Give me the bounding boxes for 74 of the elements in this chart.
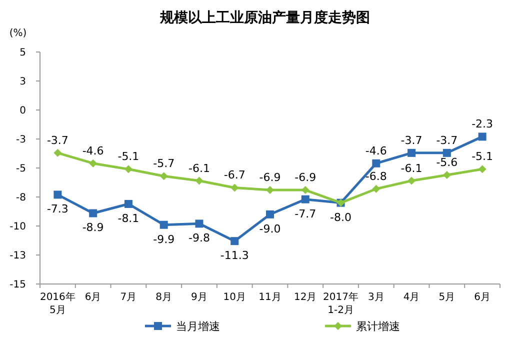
point bbox=[124, 200, 132, 208]
data-label: -5.1 bbox=[472, 150, 494, 164]
point bbox=[89, 209, 98, 218]
data-label: -8.0 bbox=[330, 210, 352, 224]
point bbox=[442, 170, 451, 179]
data-label: -6.9 bbox=[259, 171, 281, 184]
x-tick-label: 2017年 1-2月 bbox=[323, 291, 358, 316]
y-tick-label: 0 bbox=[20, 106, 26, 116]
point bbox=[301, 195, 310, 204]
data-label: -4.6 bbox=[365, 144, 387, 158]
x-tick-label: 4月 bbox=[403, 292, 420, 303]
chart-title: 规模以上工业原油产量月度走势图 bbox=[159, 9, 370, 26]
data-label: -11.3 bbox=[220, 249, 249, 262]
point bbox=[478, 132, 486, 141]
data-label: -6.1 bbox=[400, 162, 422, 175]
point bbox=[195, 176, 204, 185]
point bbox=[372, 159, 380, 168]
y-tick-label: 5 bbox=[20, 48, 26, 58]
x-tick-label: 10月 bbox=[223, 292, 246, 303]
point bbox=[230, 237, 239, 246]
data-label: -5.6 bbox=[436, 156, 458, 169]
point bbox=[160, 220, 168, 229]
y-tick-label: -5 bbox=[16, 164, 26, 174]
x-tick-label: 6月 bbox=[84, 292, 102, 303]
data-label: -6.7 bbox=[224, 168, 246, 182]
data-label: -9.9 bbox=[153, 232, 175, 246]
point bbox=[408, 176, 416, 185]
y-tick-label: -10 bbox=[10, 222, 26, 232]
y-tick-label: -8 bbox=[16, 192, 26, 204]
point bbox=[124, 165, 132, 174]
point bbox=[195, 220, 204, 228]
point bbox=[266, 186, 274, 194]
point bbox=[89, 159, 98, 168]
data-label: -9.0 bbox=[259, 222, 281, 236]
point bbox=[266, 210, 274, 218]
point bbox=[54, 148, 62, 157]
x-tick-label: 5月 bbox=[438, 292, 456, 303]
x-tick-label: 8月 bbox=[156, 292, 172, 303]
data-label: -9.8 bbox=[188, 232, 210, 245]
data-label: -3.7 bbox=[400, 134, 422, 147]
point bbox=[372, 184, 380, 193]
legend-label: 当月增速 bbox=[176, 320, 220, 333]
data-label: -5.7 bbox=[153, 157, 175, 170]
point bbox=[408, 148, 416, 157]
data-label: -7.3 bbox=[46, 202, 68, 216]
data-label: -6.8 bbox=[365, 170, 387, 183]
data-label: -6.9 bbox=[294, 171, 316, 184]
data-label: -3.7 bbox=[46, 134, 68, 147]
data-label: -8.9 bbox=[82, 221, 104, 234]
data-label: -3.7 bbox=[436, 134, 458, 147]
x-tick-label: 9月 bbox=[191, 292, 208, 303]
x-tick-label: 6月 bbox=[474, 292, 490, 303]
point bbox=[54, 190, 62, 199]
y-tick-label: -15 bbox=[10, 280, 26, 290]
data-label: -6.1 bbox=[188, 162, 210, 175]
data-label: -8.1 bbox=[118, 212, 140, 225]
data-label: -5.1 bbox=[118, 150, 140, 164]
legend-label: 累计增速 bbox=[356, 320, 400, 333]
x-tick-label: 2016年 5月 bbox=[40, 291, 76, 316]
y-tick-label: -3 bbox=[16, 134, 26, 146]
y-tick-label: -13 bbox=[10, 250, 26, 262]
x-tick-label: 3月 bbox=[368, 292, 384, 303]
data-label: -2.3 bbox=[472, 118, 494, 131]
x-tick-label: 12月 bbox=[294, 292, 317, 303]
point bbox=[478, 165, 486, 174]
x-tick-label: 11月 bbox=[258, 292, 282, 303]
y-axis-title: (%) bbox=[9, 28, 27, 39]
point bbox=[442, 148, 451, 157]
y-tick-label: 3 bbox=[20, 76, 26, 88]
point bbox=[230, 184, 239, 192]
data-label: -4.6 bbox=[82, 144, 104, 158]
data-label: -7.7 bbox=[294, 207, 316, 220]
point bbox=[160, 172, 168, 180]
x-tick-label: 7月 bbox=[120, 292, 137, 303]
